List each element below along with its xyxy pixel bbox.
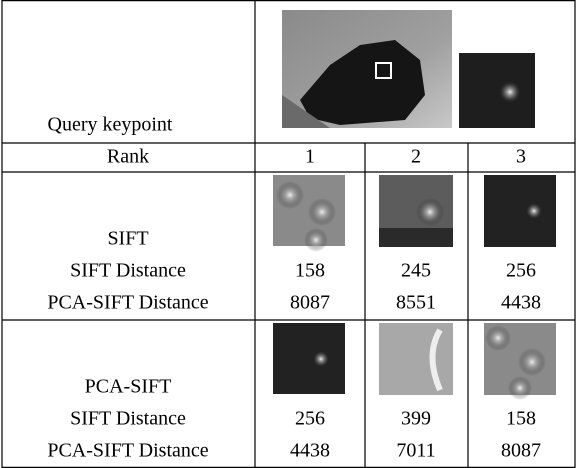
group-name: SIFT (107, 228, 148, 250)
distance-value: 7011 (396, 440, 435, 462)
figure-table: Query keypoint Rank 1 2 3 SIFT SIFT Distance 1… (0, 0, 578, 468)
rank-number: 2 (411, 146, 421, 168)
distance-value: 158 (295, 260, 325, 282)
distance-value: 399 (401, 408, 431, 430)
distance-value: 8087 (501, 440, 541, 462)
distance-value: 4438 (501, 292, 541, 314)
query-image (282, 10, 535, 128)
distance-value: 8087 (290, 292, 330, 314)
distance-value: 256 (295, 408, 325, 430)
rank-label: Rank (107, 146, 149, 168)
distance-value: 4438 (290, 440, 330, 462)
distance-value: 158 (506, 408, 536, 430)
match-patches (273, 175, 556, 400)
distance-value: 245 (401, 260, 431, 282)
row-label: PCA-SIFT Distance (47, 440, 208, 462)
row-label: SIFT Distance (70, 408, 186, 430)
group-name: PCA-SIFT (85, 376, 172, 398)
row-label: SIFT Distance (70, 260, 186, 282)
query-label: Query keypoint (48, 114, 173, 136)
rank-number: 1 (305, 146, 315, 168)
row-label: PCA-SIFT Distance (47, 292, 208, 314)
distance-value: 8551 (396, 292, 436, 314)
distance-value: 256 (506, 260, 536, 282)
rank-number: 3 (516, 146, 526, 168)
